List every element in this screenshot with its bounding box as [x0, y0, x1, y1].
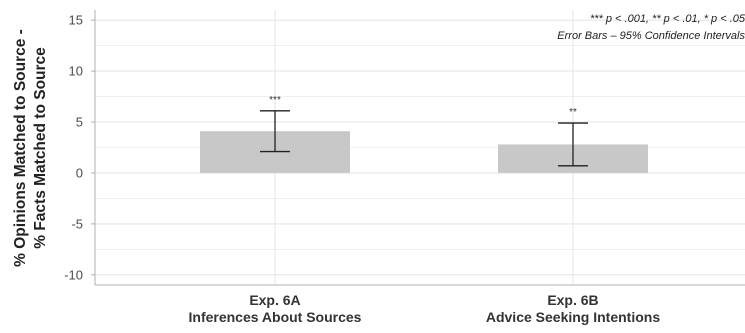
bar-layer: ***** [200, 95, 648, 173]
x-tick-label: Exp. 6B [547, 292, 598, 308]
significance-label: *** [269, 95, 281, 106]
y-tick-label: -5 [71, 216, 83, 231]
tick-layer: -10 -5 0 5 10 15 [64, 13, 95, 282]
x-tick-label-subtitle: Advice Seeking Intentions [486, 309, 660, 325]
y-tick-label: -10 [64, 267, 83, 282]
y-tick-label: 15 [69, 13, 83, 28]
significance-label: ** [569, 107, 577, 118]
y-tick-label: 10 [69, 64, 83, 79]
y-axis-label-line1: % Opinions Matched to Source - [12, 29, 29, 267]
significance-legend: *** p < .001, ** p < .01, * p < .05 [590, 13, 745, 25]
x-tick-label-subtitle: Inferences About Sources [189, 309, 362, 325]
y-tick-label: 5 [76, 115, 83, 130]
y-tick-label: 0 [76, 165, 83, 180]
error-bars-note: Error Bars – 95% Confidence Intervals [557, 30, 745, 42]
x-tick-label: Exp. 6A [249, 292, 300, 308]
y-axis-label-line2: % Facts Matched to Source [32, 47, 49, 249]
